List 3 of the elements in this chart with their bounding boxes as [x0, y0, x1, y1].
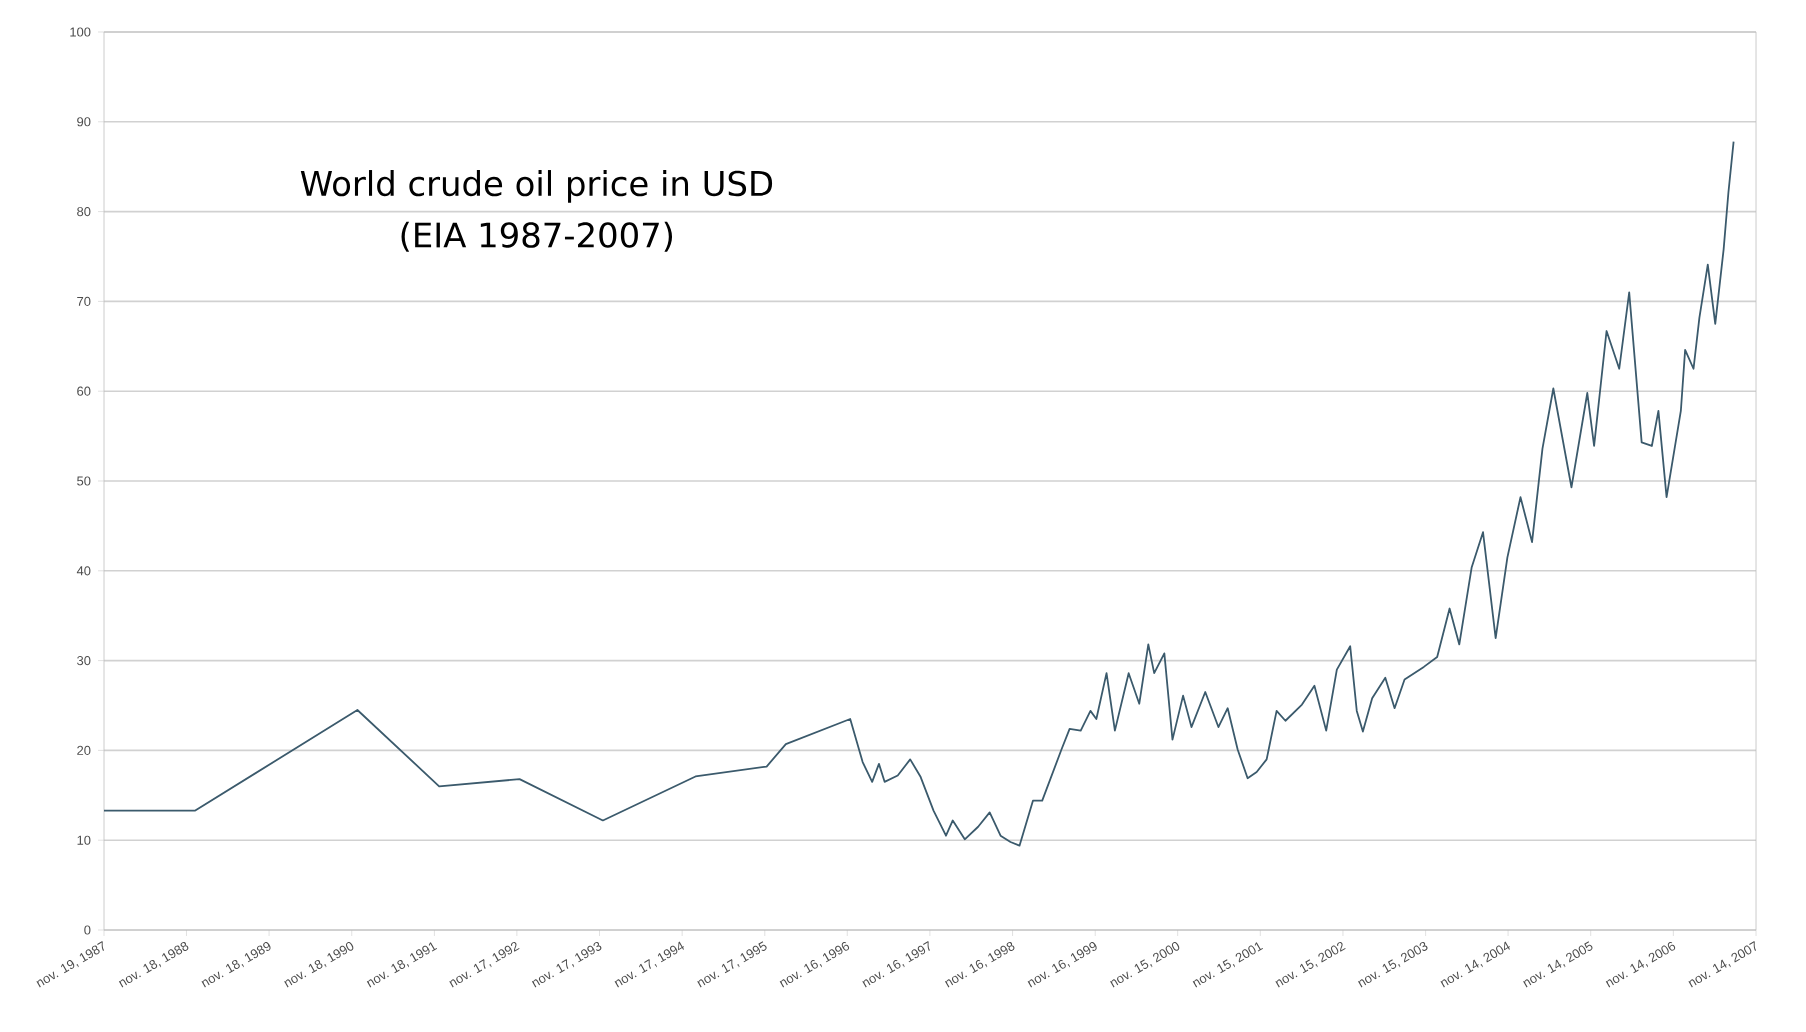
text: (EIA 1987-2007) [401, 221, 673, 252]
line-series [104, 140, 1735, 847]
text: World crude oil price in USD [300, 170, 773, 203]
